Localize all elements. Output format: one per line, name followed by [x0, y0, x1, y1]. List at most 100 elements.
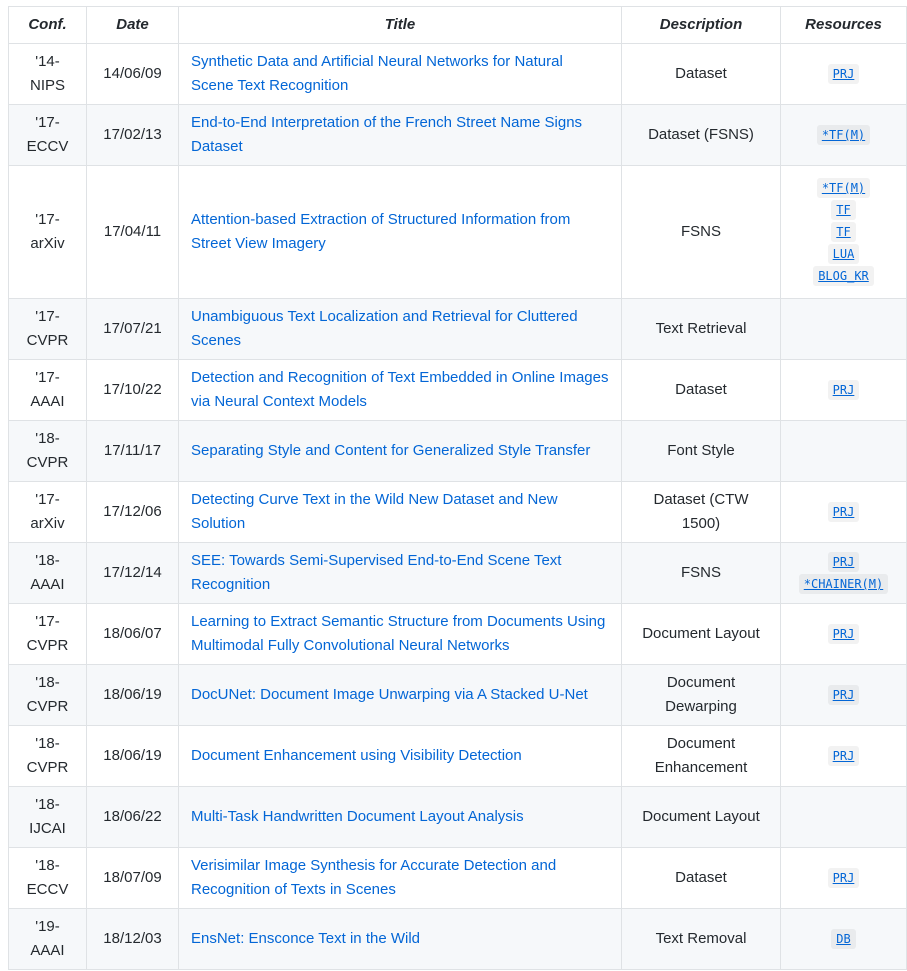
- description-cell: Dataset (CTW 1500): [621, 481, 781, 543]
- resource-link[interactable]: PRJ: [827, 868, 860, 888]
- description-cell: Font Style: [621, 420, 781, 482]
- resource-link[interactable]: PRJ: [827, 552, 860, 572]
- paper-title-link[interactable]: Multi-Task Handwritten Document Layout A…: [191, 808, 524, 825]
- resource-link[interactable]: *TF(M): [816, 125, 871, 145]
- resources-cell: *TF(M) TF TF LUA BLOG_KR: [780, 165, 907, 299]
- date-cell: 18/06/19: [86, 725, 179, 787]
- resource-link[interactable]: PRJ: [827, 380, 860, 400]
- title-cell: End-to-End Interpretation of the French …: [178, 104, 622, 166]
- table-header: Conf. Date Title Description Resources: [8, 6, 907, 44]
- conference-cell: '18-CVPR: [8, 420, 87, 482]
- resource-link[interactable]: *TF(M): [816, 178, 871, 198]
- resource-list: PRJ: [793, 868, 894, 888]
- conference-cell: '18-CVPR: [8, 725, 87, 787]
- paper-title-link[interactable]: SEE: Towards Semi-Supervised End-to-End …: [191, 552, 562, 593]
- paper-title-link[interactable]: DocUNet: Document Image Unwarping via A …: [191, 686, 588, 703]
- papers-table: Conf. Date Title Description Resources '…: [8, 6, 907, 970]
- description-cell: Dataset: [621, 359, 781, 421]
- table-row: '18-CVPR 18/06/19 DocUNet: Document Image …: [8, 664, 907, 726]
- resources-cell: PRJ: [780, 359, 907, 421]
- resource-link[interactable]: TF: [831, 200, 856, 220]
- resource-list: PRJ: [793, 685, 894, 705]
- paper-title-link[interactable]: Document Enhancement using Visibility De…: [191, 747, 522, 764]
- resources-cell: PRJ: [780, 481, 907, 543]
- resources-cell: PRJ *CHAINER(M): [780, 542, 907, 604]
- table-row: '17-CVPR 18/06/07 Learning to Extract Sema…: [8, 603, 907, 665]
- table-row: '17-arXiv 17/04/11 Attention-based Extract…: [8, 165, 907, 299]
- resource-link[interactable]: DB: [831, 929, 856, 949]
- date-cell: 17/02/13: [86, 104, 179, 166]
- header-description: Description: [621, 6, 781, 44]
- date-cell: 17/07/21: [86, 298, 179, 360]
- resource-list: PRJ: [793, 64, 894, 84]
- paper-title-link[interactable]: Attention-based Extraction of Structured…: [191, 211, 571, 252]
- table-row: '18-ECCV 18/07/09 Verisimilar Image Synthe…: [8, 847, 907, 909]
- title-cell: EnsNet: Ensconce Text in the Wild: [178, 908, 622, 970]
- paper-title-link[interactable]: Verisimilar Image Synthesis for Accurate…: [191, 857, 557, 898]
- conference-cell: '17-arXiv: [8, 481, 87, 543]
- resource-link[interactable]: PRJ: [827, 746, 860, 766]
- table-row: '17-CVPR 17/07/21 Unambiguous Text Localiz…: [8, 298, 907, 360]
- date-cell: 17/12/14: [86, 542, 179, 604]
- table-row: '18-CVPR 17/11/17 Separating Style and Con…: [8, 420, 907, 482]
- description-cell: Dataset: [621, 847, 781, 909]
- description-cell: Document Layout: [621, 603, 781, 665]
- resource-link[interactable]: PRJ: [827, 502, 860, 522]
- header-conf: Conf.: [8, 6, 87, 44]
- title-cell: Detection and Recognition of Text Embedd…: [178, 359, 622, 421]
- resource-link[interactable]: PRJ: [827, 685, 860, 705]
- resources-cell: [780, 786, 907, 848]
- title-cell: Document Enhancement using Visibility De…: [178, 725, 622, 787]
- paper-title-link[interactable]: Detecting Curve Text in the Wild New Dat…: [191, 491, 558, 532]
- resource-list: PRJ: [793, 502, 894, 522]
- resource-link[interactable]: BLOG_KR: [813, 266, 874, 286]
- title-cell: Separating Style and Content for General…: [178, 420, 622, 482]
- resource-link[interactable]: LUA: [827, 244, 860, 264]
- title-cell: Unambiguous Text Localization and Retrie…: [178, 298, 622, 360]
- paper-title-link[interactable]: End-to-End Interpretation of the French …: [191, 114, 583, 155]
- table-row: '17-ECCV 17/02/13 End-to-End Interpretatio…: [8, 104, 907, 166]
- paper-title-link[interactable]: EnsNet: Ensconce Text in the Wild: [191, 930, 420, 947]
- date-cell: 18/06/19: [86, 664, 179, 726]
- resources-cell: DB: [780, 908, 907, 970]
- title-cell: Detecting Curve Text in the Wild New Dat…: [178, 481, 622, 543]
- conference-cell: '17-arXiv: [8, 165, 87, 299]
- paper-title-link[interactable]: Detection and Recognition of Text Embedd…: [191, 369, 609, 410]
- title-cell: Learning to Extract Semantic Structure f…: [178, 603, 622, 665]
- resource-list: *TF(M) TF TF LUA BLOG_KR: [793, 178, 894, 286]
- paper-title-link[interactable]: Synthetic Data and Artificial Neural Net…: [191, 53, 563, 94]
- paper-title-link[interactable]: Separating Style and Content for General…: [191, 442, 591, 459]
- description-cell: Dataset (FSNS): [621, 104, 781, 166]
- description-cell: Document Layout: [621, 786, 781, 848]
- table-row: '17-arXiv 17/12/06 Detecting Curve Text in…: [8, 481, 907, 543]
- title-cell: Multi-Task Handwritten Document Layout A…: [178, 786, 622, 848]
- description-cell: Text Retrieval: [621, 298, 781, 360]
- description-cell: FSNS: [621, 542, 781, 604]
- title-cell: Synthetic Data and Artificial Neural Net…: [178, 43, 622, 105]
- header-row: Conf. Date Title Description Resources: [8, 6, 907, 44]
- header-date: Date: [86, 6, 179, 44]
- description-cell: Dataset: [621, 43, 781, 105]
- resources-cell: PRJ: [780, 43, 907, 105]
- resource-link[interactable]: PRJ: [827, 624, 860, 644]
- paper-title-link[interactable]: Unambiguous Text Localization and Retrie…: [191, 308, 578, 349]
- resource-link[interactable]: PRJ: [827, 64, 860, 84]
- resources-cell: *TF(M): [780, 104, 907, 166]
- title-cell: Verisimilar Image Synthesis for Accurate…: [178, 847, 622, 909]
- date-cell: 14/06/09: [86, 43, 179, 105]
- resource-list: PRJ *CHAINER(M): [793, 552, 894, 594]
- conference-cell: '18-AAAI: [8, 542, 87, 604]
- date-cell: 18/06/22: [86, 786, 179, 848]
- header-resources: Resources: [780, 6, 907, 44]
- description-cell: Document Enhancement: [621, 725, 781, 787]
- title-cell: SEE: Towards Semi-Supervised End-to-End …: [178, 542, 622, 604]
- resource-link[interactable]: TF: [831, 222, 856, 242]
- resource-list: PRJ: [793, 624, 894, 644]
- date-cell: 17/04/11: [86, 165, 179, 299]
- resource-list: *TF(M): [793, 125, 894, 145]
- conference-cell: '18-ECCV: [8, 847, 87, 909]
- conference-cell: '18-IJCAI: [8, 786, 87, 848]
- paper-title-link[interactable]: Learning to Extract Semantic Structure f…: [191, 613, 606, 654]
- table-row: '19-AAAI 18/12/03 EnsNet: Ensconce Text in…: [8, 908, 907, 970]
- resource-link[interactable]: *CHAINER(M): [798, 574, 889, 594]
